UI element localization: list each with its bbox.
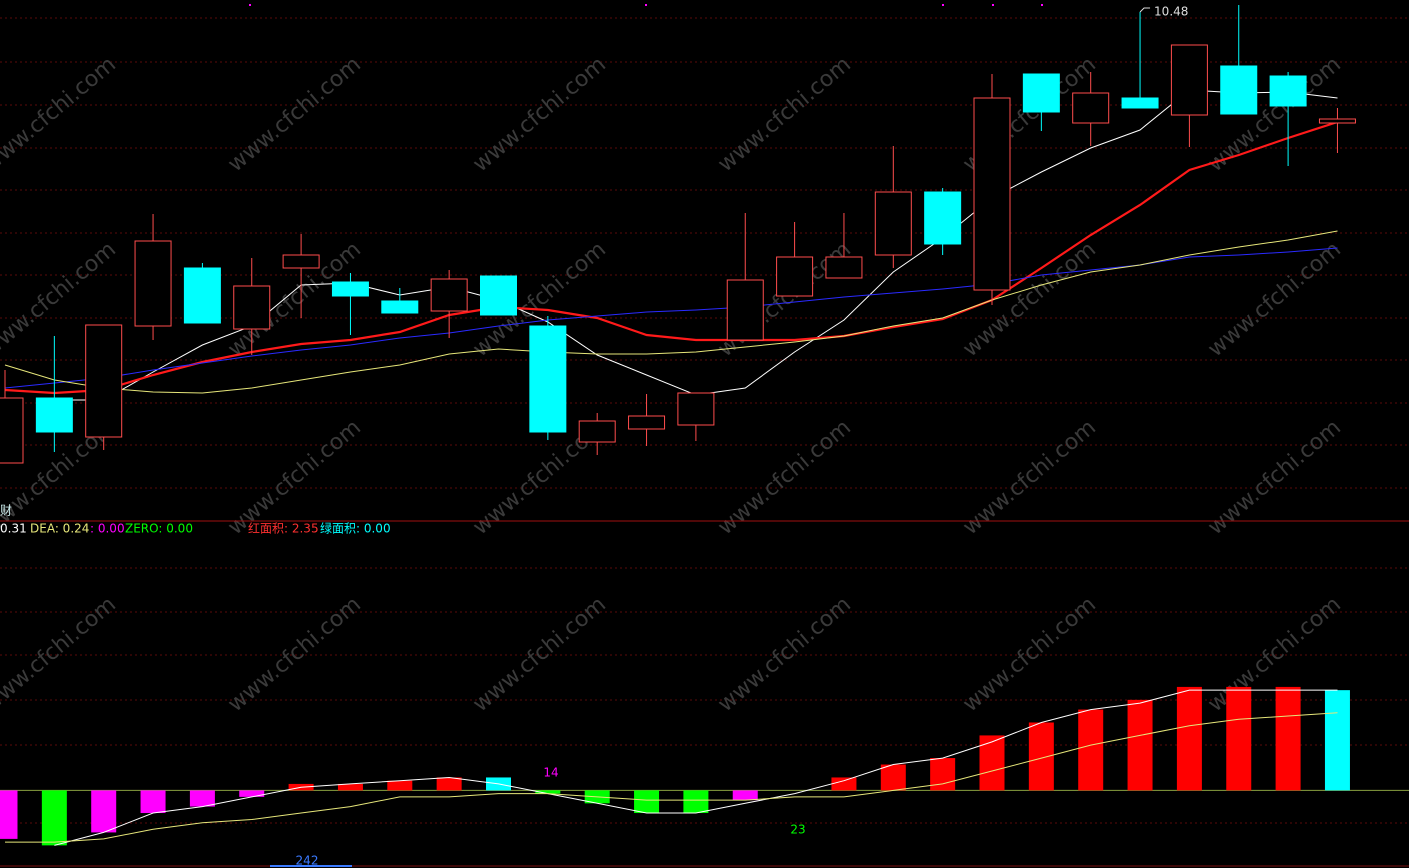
candle-body [1318, 118, 1356, 124]
candle-body [628, 415, 666, 430]
line-series [4, 230, 1338, 394]
legend-entry: ZERO: 0.00 [125, 522, 193, 536]
bar [1226, 686, 1252, 791]
bar [1176, 686, 1202, 791]
line-series [4, 247, 1338, 389]
candle-body [973, 97, 1011, 291]
bar [1324, 690, 1350, 791]
bar [1078, 709, 1104, 791]
candle-body [381, 300, 419, 314]
candle-body [924, 191, 962, 245]
bar [189, 790, 215, 807]
marker [249, 4, 251, 6]
marker [942, 4, 944, 6]
candle-body [578, 420, 616, 443]
legend: 0.31 DEA: 0.24: 0.00 ZERO: 0.00 红面积: 2.35 绿面… [0, 521, 391, 536]
bar [535, 790, 561, 794]
candle-body [1170, 44, 1208, 116]
high-label: 10.48 [1154, 5, 1188, 19]
bar [880, 764, 906, 791]
legend-entry: : 0.00 [90, 522, 125, 536]
bar [1028, 722, 1054, 791]
candle-body [677, 392, 715, 426]
candle-body [1072, 92, 1110, 124]
bar [337, 783, 363, 791]
bar [0, 790, 18, 839]
legend-entry: 绿面积: 0.00 [320, 521, 391, 536]
candle-body [529, 325, 567, 433]
line-series [54, 689, 1338, 846]
candle-body [1220, 65, 1258, 115]
candle-body [233, 285, 271, 330]
legend-entry: 红面积: 2.35 [248, 521, 319, 536]
legend-entry: 0.31 [0, 522, 27, 536]
candle-body [35, 397, 73, 433]
bar [732, 790, 758, 801]
candle-body [183, 267, 221, 324]
candle-body [1022, 73, 1060, 113]
annotation: 23 [790, 823, 805, 837]
bar [140, 790, 166, 814]
candle-body [825, 256, 863, 279]
annotation: 242 [296, 854, 319, 868]
bar [387, 780, 413, 791]
marker [645, 4, 647, 6]
annotation: 14 [543, 766, 558, 780]
candle-body [1121, 97, 1159, 109]
bar [41, 790, 67, 846]
marker [992, 4, 994, 6]
legend-entry: DEA: 0.24 [30, 522, 89, 536]
bar [683, 790, 709, 814]
bar [979, 735, 1005, 791]
candle-body [282, 254, 320, 269]
bar [634, 790, 660, 814]
candle-body [726, 279, 764, 341]
bar [91, 790, 117, 833]
panel-title: 财 [0, 504, 12, 518]
bar [239, 790, 265, 797]
candle-body [0, 397, 24, 464]
candle-body [430, 278, 468, 312]
high-pointer [1139, 7, 1151, 13]
candle-body [1269, 75, 1307, 107]
candle-body [331, 281, 369, 297]
marker [1041, 4, 1043, 6]
bar [1275, 686, 1301, 791]
bar [436, 777, 462, 791]
top-markers [249, 4, 1043, 6]
candle-body [776, 256, 814, 297]
bar [1127, 699, 1153, 791]
line-series [4, 120, 1338, 395]
candle-body [85, 324, 123, 438]
candle-body [480, 275, 517, 316]
line-series [5, 712, 1338, 843]
candle-body [874, 191, 912, 256]
candle-body [134, 240, 172, 327]
bar [831, 777, 857, 791]
